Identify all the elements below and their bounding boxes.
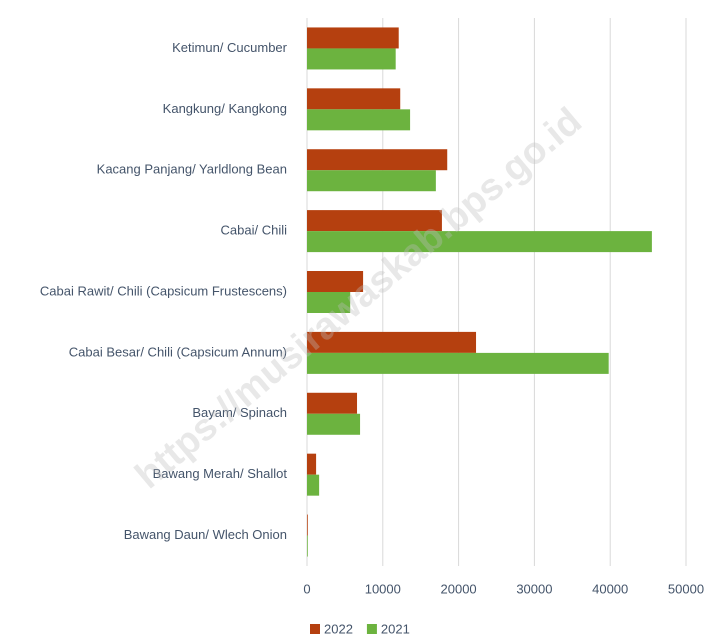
bar <box>307 352 609 374</box>
y-tick-label: Kangkung/ Kangkong <box>163 101 287 116</box>
bar <box>307 109 411 131</box>
bar <box>307 48 396 70</box>
legend-label: 2021 <box>381 621 410 636</box>
bar <box>307 514 308 536</box>
x-tick-label: 20000 <box>441 581 477 596</box>
bar <box>307 210 442 232</box>
x-tick-label: 40000 <box>592 581 628 596</box>
bar <box>307 88 401 110</box>
y-tick-label: Bayam/ Spinach <box>192 405 287 420</box>
legend-swatch <box>366 624 377 634</box>
y-tick-label: Cabai/ Chili <box>221 223 288 238</box>
y-tick-label: Kacang Panjang/ Yarldlong Bean <box>97 162 287 177</box>
bar <box>307 292 351 313</box>
bar <box>307 271 364 292</box>
bar <box>307 453 317 475</box>
bar <box>307 231 652 253</box>
bar <box>307 474 320 496</box>
y-tick-label: Bawang Merah/ Shallot <box>153 466 288 481</box>
y-tick-label: Cabai Besar/ Chili (Capsicum Annum) <box>69 344 287 359</box>
bar <box>307 535 308 557</box>
x-tick-label: 0 <box>303 581 310 596</box>
bar <box>307 170 436 192</box>
bar <box>307 27 399 49</box>
x-tick-label: 10000 <box>365 581 401 596</box>
bar <box>307 149 448 171</box>
x-tick-label: 50000 <box>668 581 704 596</box>
legend-swatch <box>310 624 320 634</box>
bar <box>307 331 477 353</box>
bar <box>307 392 358 414</box>
x-tick-label: 30000 <box>516 581 552 596</box>
legend-label: 2022 <box>324 621 353 636</box>
y-tick-label: Cabai Rawit/ Chili (Capsicum Frustescens… <box>40 283 287 298</box>
y-tick-label: Ketimun/ Cucumber <box>172 40 288 55</box>
bar <box>307 413 361 435</box>
y-tick-label: Bawang Daun/ Wlech Onion <box>124 527 287 542</box>
